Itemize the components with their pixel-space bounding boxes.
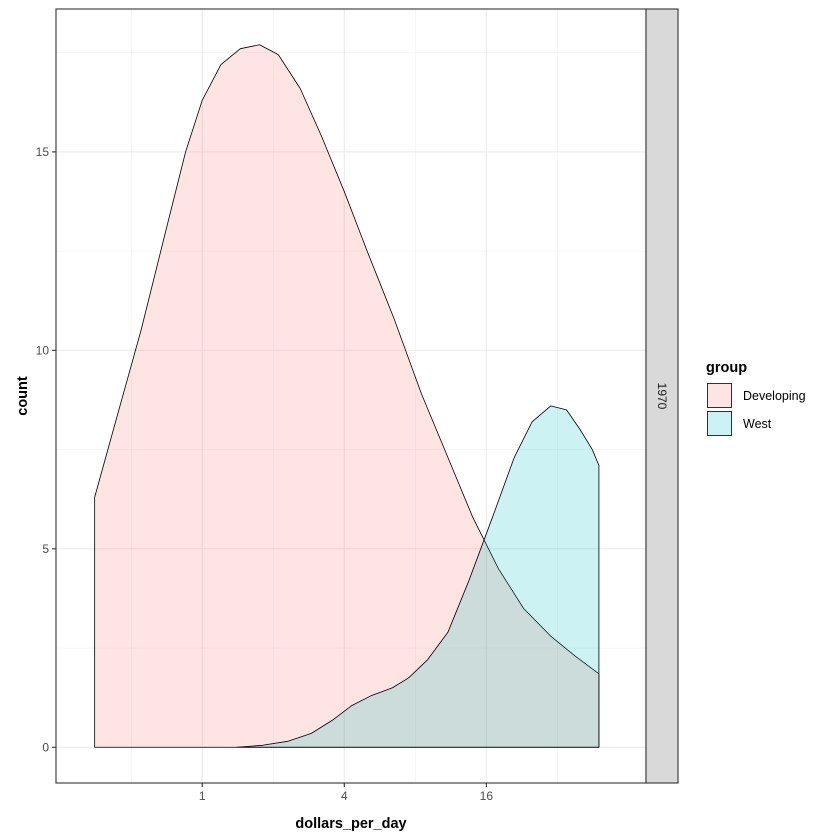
- legend-key-west: [707, 411, 732, 436]
- x-tick-label: 4: [341, 789, 348, 803]
- legend-label-developing: Developing: [743, 389, 806, 403]
- legend-title: group: [706, 360, 747, 376]
- strip-background: [645, 8, 679, 784]
- x-tick-label: 1: [199, 789, 206, 803]
- x-tick-label: 16: [480, 789, 494, 803]
- panel-background: [56, 9, 646, 783]
- y-tick-label: 10: [36, 343, 50, 357]
- legend-key-developing: [707, 383, 732, 408]
- legend-label-west: West: [743, 417, 772, 431]
- legend-key-background: [706, 382, 733, 409]
- legend-key-background: [706, 410, 733, 437]
- legend: group Developing West: [706, 360, 806, 437]
- y-tick-label: 15: [36, 145, 50, 159]
- plot-panel: [55, 8, 647, 784]
- y-tick-label: 0: [42, 740, 49, 754]
- area-west: [236, 405, 600, 748]
- x-axis-title: dollars_per_day: [295, 816, 406, 832]
- axes: 1 4 16 0 5 10 15 dollars_per_day count: [15, 145, 493, 832]
- area-developing: [94, 44, 600, 748]
- y-axis-title: count: [15, 376, 31, 416]
- facet-strip: 1970: [645, 8, 679, 784]
- y-tick-label: 5: [42, 542, 49, 556]
- strip-label: 1970: [655, 383, 669, 410]
